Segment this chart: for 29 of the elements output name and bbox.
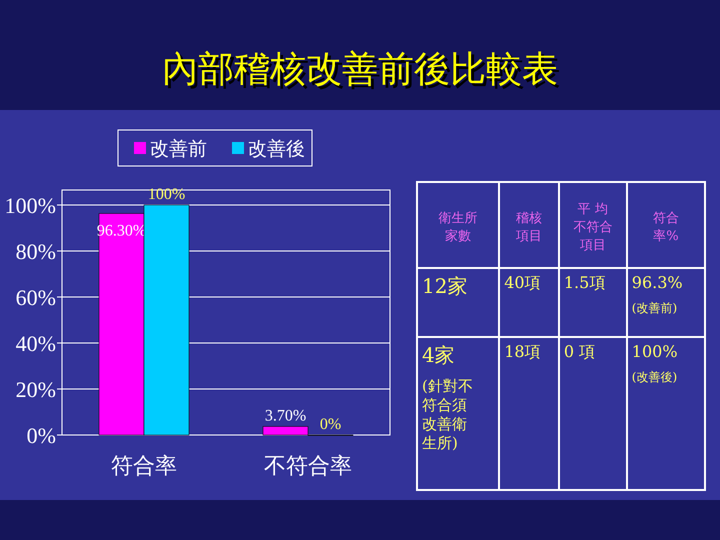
data-label: 0% (320, 416, 342, 433)
data-label: 100% (148, 186, 186, 203)
legend-label: 改善前 (150, 138, 207, 160)
legend-label: 改善後 (248, 138, 305, 160)
text: 稽核項目 (515, 210, 544, 246)
text: 100% (632, 342, 679, 361)
text: 平 均不符合項目 (572, 201, 614, 254)
y-tick-label: 100% (4, 193, 56, 218)
text: 18項 (504, 342, 542, 363)
text: 1.5項 (564, 273, 606, 294)
y-tick-label: 0% (26, 423, 56, 448)
y-tick-label: 80% (16, 239, 56, 264)
text: 4家 (422, 342, 456, 369)
x-tick-label: 不符合率 (264, 454, 352, 479)
text: (改善前) (632, 300, 678, 318)
text: 12家 (422, 273, 468, 300)
data-label: 3.70% (264, 407, 306, 424)
text: 96.3% (632, 273, 684, 292)
text: (改善後) (632, 368, 678, 386)
chart-title: 內部稽核改善前後比較表 (165, 52, 561, 93)
x-tick-label: 符合率 (111, 454, 177, 479)
y-tick-label: 40% (16, 331, 56, 356)
text: 40項 (504, 273, 542, 294)
text: 衛生所家數 (438, 210, 479, 246)
text: 符合率% (652, 210, 680, 246)
text: 0 項 (564, 342, 596, 363)
y-tick-label: 20% (16, 377, 56, 402)
y-tick-label: 60% (16, 285, 56, 310)
text: (針對不符合須改善衛生所) (422, 376, 474, 453)
